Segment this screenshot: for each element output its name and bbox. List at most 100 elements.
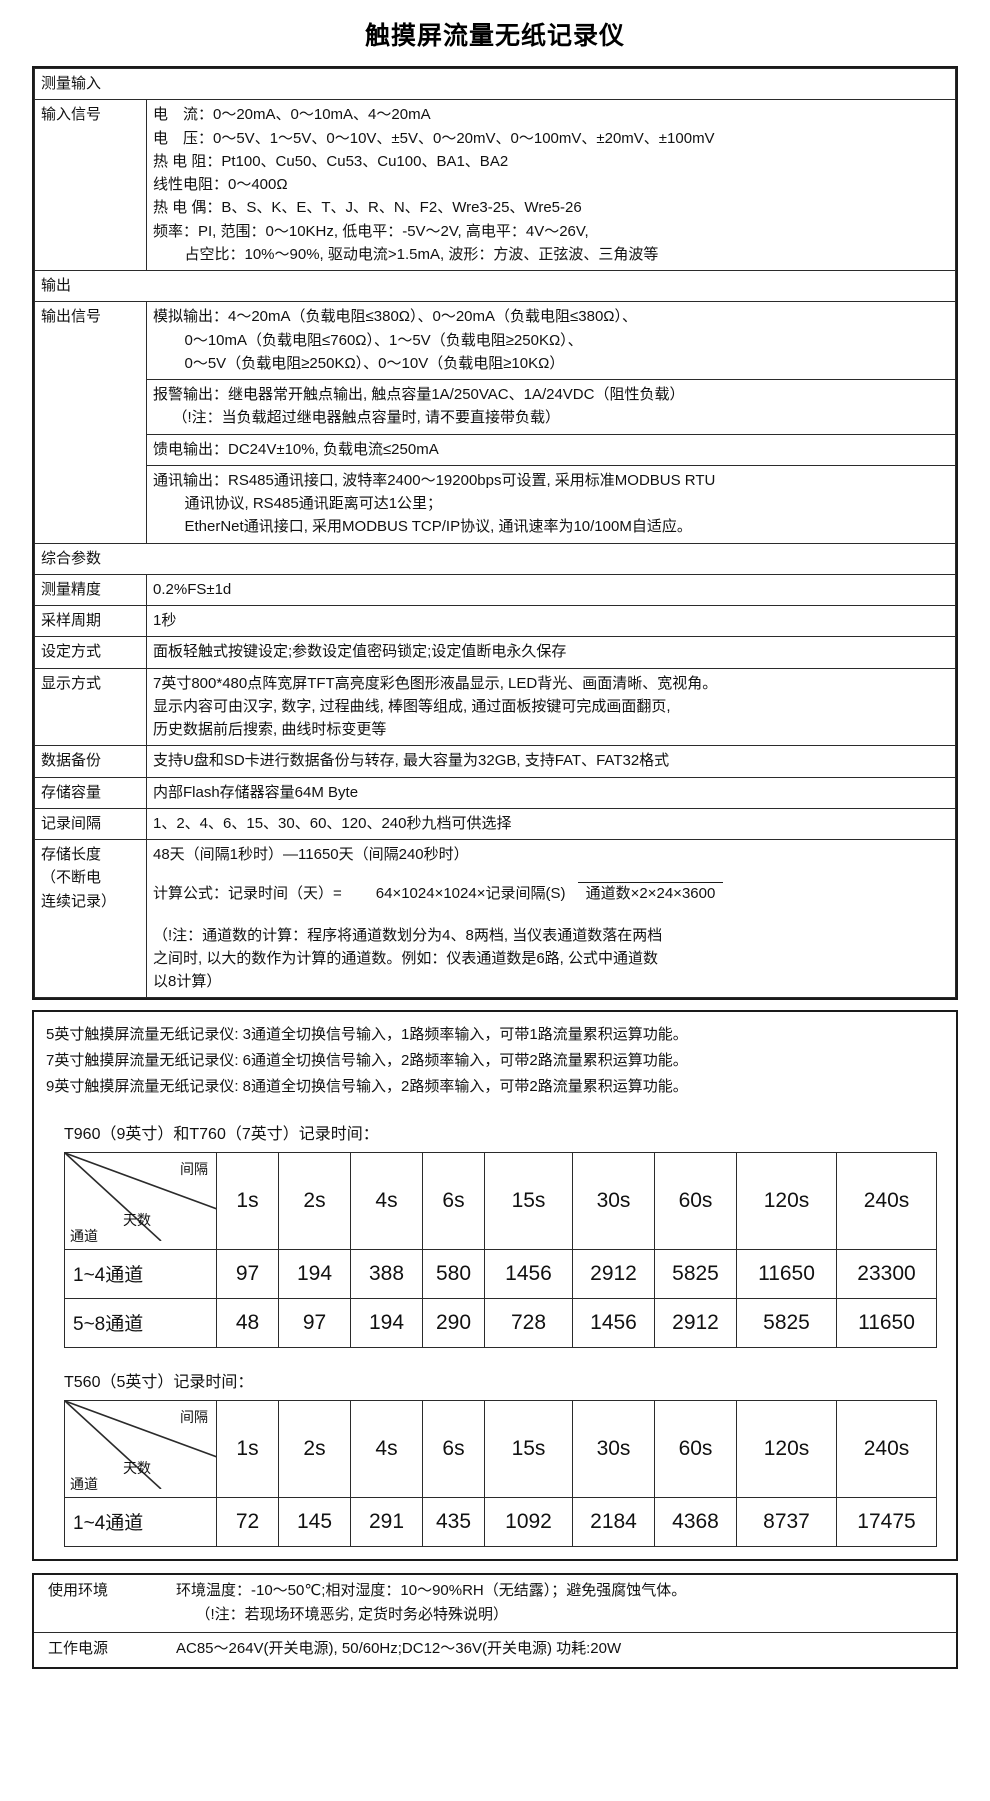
row-output-signal: 输出信号 模拟输出：4～20mA（负载电阻≤380Ω）、0～20mA（负载电阻≤…: [34, 301, 956, 544]
row-display-method: 显示方式 7英寸800*480点阵宽屏TFT高亮度彩色图形液晶显示, LED背光…: [34, 667, 956, 747]
model-line-7inch: 7英寸触摸屏流量无纸记录仪: 6通道全切换信号输入，2路频率输入，可带2路流量累…: [46, 1052, 688, 1070]
value-analog-output: 模拟输出：4～20mA（负载电阻≤380Ω）、0～20mA（负载电阻≤380Ω）…: [147, 302, 955, 381]
corner-label-days: 天数: [123, 1459, 151, 1476]
storage-length-range: 48天（间隔1秒时）—11650天（间隔240秒时）: [153, 846, 469, 863]
section-title-output: 输出: [34, 269, 956, 303]
data-cell: 11650: [836, 1297, 937, 1348]
output-comm-row: 通讯输出：RS485通讯接口, 波特率2400～19200bps可设置, 采用标…: [147, 465, 955, 542]
model-line-9inch: 9英寸触摸屏流量无纸记录仪: 8通道全切换信号输入，2路频率输入，可带2路流量累…: [46, 1077, 688, 1095]
corner-label-interval: 间隔: [180, 1160, 208, 1177]
corner-label-channel: 通道: [70, 1227, 98, 1244]
input-signal-line: 热 电 阻：Pt100、Cu50、Cu53、Cu100、BA1、BA2: [153, 152, 509, 170]
column-header: 6s: [422, 1151, 485, 1250]
data-cell: 2912: [572, 1248, 655, 1299]
analog-output-line: 0～10mA（负载电阻≤760Ω）、1～5V（负载电阻≥250KΩ）、: [184, 331, 583, 349]
data-cell: 1456: [484, 1248, 573, 1299]
row-header: 1~4通道: [64, 1248, 217, 1299]
recording-time-table-wrap-t560: 间隔 天数 通道 1s 2s 4s 6s 15s 30s 60s 120s 24…: [64, 1399, 940, 1547]
environment-power-frame: 使用环境 环境温度：-10～50℃;相对湿度：10～90%RH（无结露）；避免强…: [32, 1572, 958, 1669]
data-cell: 17475: [836, 1496, 937, 1547]
row-data-backup: 数据备份 支持U盘和SD卡进行数据备份与转存, 最大容量为32GB, 支持FAT…: [34, 745, 956, 778]
record-time-formula: 计算公式：记录时间（天）= 64×1024×1024×记录间隔(S) 通道数×2…: [153, 881, 949, 905]
row-record-interval: 记录间隔 1、2、4、6、15、30、60、120、240秒九档可供选择: [34, 807, 956, 841]
column-header: 30s: [572, 1151, 655, 1250]
data-cell: 1456: [572, 1297, 655, 1348]
value-accuracy: 0.2%FS±1d: [146, 573, 956, 607]
data-cell: 145: [278, 1496, 351, 1547]
data-cell: 388: [350, 1248, 423, 1299]
data-cell: 8737: [736, 1496, 837, 1547]
column-header: 6s: [422, 1399, 485, 1498]
input-signal-line: 电 压：0～5V、1～5V、0～10V、±5V、0～20mV、0～100mV、±…: [153, 129, 715, 147]
output-analog-row: 模拟输出：4～20mA（负载电阻≤380Ω）、0～20mA（负载电阻≤380Ω）…: [147, 302, 955, 381]
row-power-supply: 工作电源 AC85～264V(开关电源), 50/60Hz;DC12～36V(开…: [34, 1632, 956, 1667]
data-cell: 4368: [654, 1496, 737, 1547]
specification-table: 测量输入 输入信号 电 流：0～20mA、0～10mA、4～20mA 电 压：0…: [34, 67, 956, 999]
data-cell: 194: [278, 1248, 351, 1299]
data-cell: 291: [350, 1496, 423, 1547]
row-setting-method: 设定方式 面板轻触式按键设定;参数设定值密码锁定;设定值断电永久保存: [34, 636, 956, 669]
table-row: 1~4通道 97 194 388 580 1456 2912 5825 1165…: [64, 1248, 937, 1299]
storage-length-label-line: 存储长度: [41, 846, 102, 863]
page-title: 触摸屏流量无纸记录仪: [364, 22, 625, 50]
data-cell: 48: [216, 1297, 279, 1348]
data-cell: 97: [216, 1248, 279, 1299]
section-row-measure-input: 测量输入: [34, 67, 956, 101]
column-header: 4s: [350, 1151, 423, 1250]
recording-time-title-t560: T560（5英寸）记录时间：: [64, 1373, 254, 1391]
label-accuracy: 测量精度: [34, 573, 147, 607]
section-title-measure-input: 测量输入: [34, 67, 956, 101]
data-cell: 1092: [484, 1496, 573, 1547]
comm-output-line: 通讯输出：RS485通讯接口, 波特率2400～19200bps可设置, 采用标…: [153, 471, 716, 489]
value-feed-output: 馈电输出：DC24V±10%, 负载电流≤250mA: [147, 434, 955, 466]
data-cell: 5825: [736, 1297, 837, 1348]
section-title-general: 综合参数: [34, 542, 956, 575]
column-header: 30s: [572, 1399, 655, 1498]
corner-label-channel: 通道: [70, 1475, 98, 1492]
section-row-output: 输出: [34, 269, 956, 303]
storage-note-line: 之间时, 以大的数作为计算的通道数。例如：仪表通道数是6路, 公式中通道数: [153, 949, 659, 967]
column-header: 240s: [836, 1399, 937, 1498]
alarm-output-line: 报警输出：继电器常开触点输出, 触点容量1A/250VAC、1A/24VDC（阻…: [153, 386, 685, 403]
models-and-recording-frame: 5英寸触摸屏流量无纸记录仪: 3通道全切换信号输入，1路频率输入，可带1路流量累…: [32, 1010, 958, 1561]
data-cell: 290: [422, 1297, 485, 1348]
data-cell: 2184: [572, 1496, 655, 1547]
row-header: 5~8通道: [64, 1297, 217, 1348]
formula-lead-text: 计算公式：记录时间（天）=: [153, 885, 342, 903]
alarm-output-note: （!注：当负载超过继电器触点容量时, 请不要直接带负载）: [172, 409, 561, 427]
column-header: 120s: [736, 1151, 837, 1250]
recording-time-title-t960: T960（9英寸）和T760（7英寸）记录时间：: [64, 1125, 379, 1143]
input-signal-line: 占空比：10%～90%, 驱动电流>1.5mA, 波形：方波、正弦波、三角波等: [184, 245, 659, 263]
formula-denominator: 通道数×2×24×3600: [577, 881, 724, 902]
diagonal-header-cell: 间隔 天数 通道: [64, 1399, 217, 1498]
output-signal-subtable: 模拟输出：4～20mA（负载电阻≤380Ω）、0～20mA（负载电阻≤380Ω）…: [147, 302, 955, 542]
column-header: 2s: [278, 1399, 351, 1498]
data-cell: 23300: [836, 1248, 937, 1299]
column-header: 15s: [484, 1151, 573, 1250]
column-header: 1s: [216, 1399, 279, 1498]
display-line: 7英寸800*480点阵宽屏TFT高亮度彩色图形液晶显示, LED背光、画面清晰…: [153, 674, 718, 692]
value-sampling-period: 1秒: [146, 604, 956, 638]
input-signal-line: 热 电 偶：B、S、K、E、T、J、R、N、F2、Wre3-25、Wre5-26: [153, 199, 582, 217]
column-header: 60s: [654, 1399, 737, 1498]
data-cell: 5825: [654, 1248, 737, 1299]
row-header: 1~4通道: [64, 1496, 217, 1547]
value-input-signal: 电 流：0～20mA、0～10mA、4～20mA 电 压：0～5V、1～5V、0…: [146, 99, 956, 271]
recording-header-row-t960: 间隔 天数 通道 1s 2s 4s 6s 15s 30s 60s 120s 24…: [64, 1151, 937, 1250]
row-storage-length: 存储长度 （不断电 连续记录） 48天（间隔1秒时）—11650天（间隔240秒…: [34, 838, 956, 999]
data-cell: 72: [216, 1496, 279, 1547]
label-input-signal: 输入信号: [34, 99, 147, 271]
column-header: 60s: [654, 1151, 737, 1250]
value-storage-length: 48天（间隔1秒时）—11650天（间隔240秒时） 计算公式：记录时间（天）=…: [146, 838, 956, 999]
value-record-interval: 1、2、4、6、15、30、60、120、240秒九档可供选择: [146, 807, 956, 841]
table-row: 5~8通道 48 97 194 290 728 1456 2912 5825 1…: [64, 1297, 937, 1348]
value-output-signal: 模拟输出：4～20mA（负载电阻≤380Ω）、0～20mA（负载电阻≤380Ω）…: [146, 301, 956, 544]
label-environment: 使用环境: [48, 1581, 109, 1599]
value-storage-capacity: 内部Flash存储器容量64M Byte: [146, 776, 956, 809]
data-cell: 728: [484, 1297, 573, 1348]
label-storage-length: 存储长度 （不断电 连续记录）: [34, 838, 147, 999]
data-cell: 435: [422, 1496, 485, 1547]
value-comm-output: 通讯输出：RS485通讯接口, 波特率2400～19200bps可设置, 采用标…: [147, 465, 955, 542]
input-signal-line: 频率：PI, 范围：0～10KHz, 低电平：-5V～2V, 高电平：4V～26…: [153, 222, 589, 240]
